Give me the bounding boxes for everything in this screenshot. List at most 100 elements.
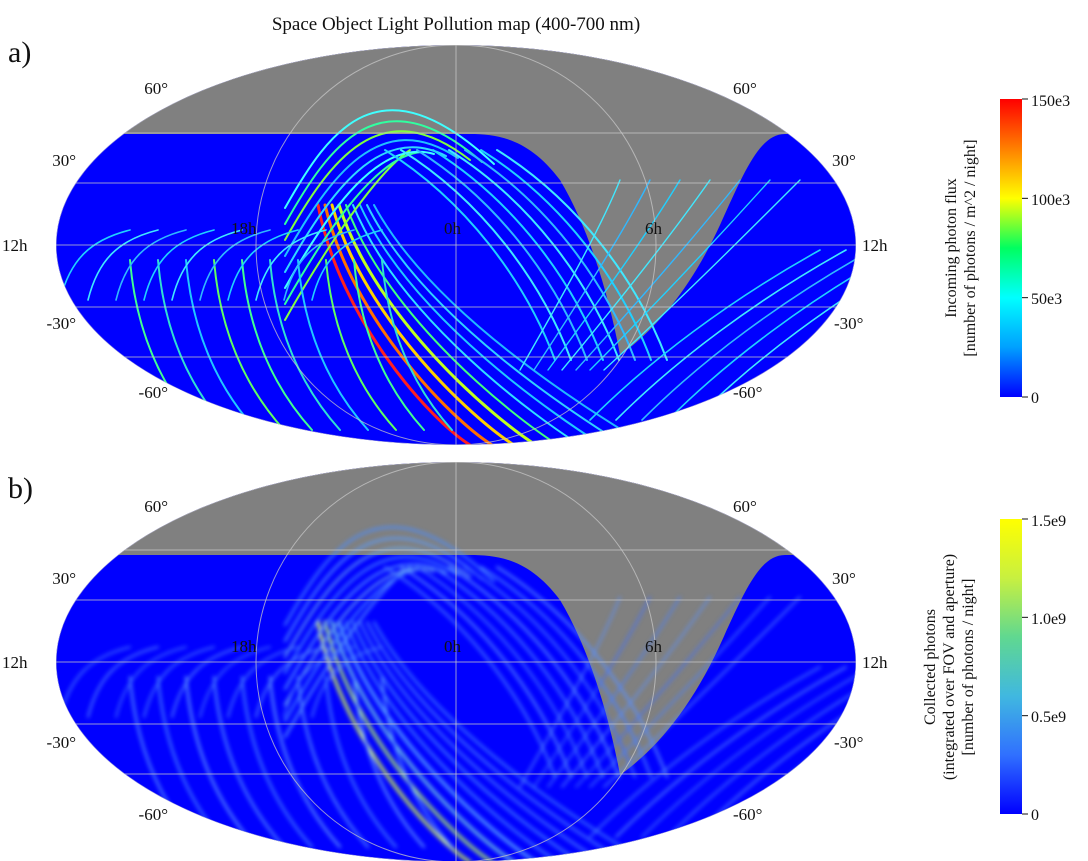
trail-arc	[641, 249, 856, 421]
trail-arc	[316, 620, 472, 861]
trail-arc	[269, 676, 341, 848]
colorbar-tick-label: 1.5e9	[1031, 513, 1066, 530]
trail-arc	[589, 249, 821, 421]
colorbar-b: Collected photons (integrated over FOV a…	[922, 513, 1066, 824]
trail-arc	[384, 149, 556, 361]
lat-label: 60°	[733, 497, 757, 516]
lon-label: 0h	[444, 219, 462, 238]
lat-label: 30°	[832, 569, 856, 588]
lon-label: 12h	[2, 653, 28, 672]
trail-arc	[353, 259, 425, 431]
trail-arc	[241, 259, 313, 431]
panel-b-label: b)	[8, 472, 33, 505]
trail-arc	[381, 259, 453, 431]
trail-arc	[284, 150, 435, 289]
trail-arc	[316, 203, 472, 445]
trail-arc	[496, 566, 668, 778]
trail-arc	[284, 109, 495, 209]
graticule-meridian	[255, 462, 657, 861]
trail-arc	[283, 646, 355, 718]
lon-label: 18h	[231, 637, 257, 656]
trail-arc	[575, 179, 741, 371]
lon-label: 0h	[444, 637, 462, 656]
map-b: 60° 60° 30° 30° -30° -30° -60° -60° 12h …	[2, 462, 888, 861]
trail-arc	[325, 259, 397, 431]
trail-arc	[480, 566, 652, 778]
colorbar-b-bar	[1000, 519, 1022, 814]
lon-label: 12h	[862, 653, 888, 672]
trail-arc	[547, 179, 681, 371]
trail-arc	[480, 149, 652, 361]
trail-arc	[171, 229, 243, 301]
map-a-graticule	[56, 45, 856, 445]
trail-arc	[284, 537, 483, 642]
trail-arc	[284, 151, 423, 305]
trail-arc	[416, 149, 588, 361]
colorbar-tick-label: 1.0e9	[1031, 611, 1066, 628]
trail-arc	[115, 646, 187, 718]
trail-arc	[283, 229, 355, 301]
trail-arc	[589, 596, 771, 788]
colorbar-a-label-line2: [number of photons / m^2 / night]	[962, 139, 979, 356]
trail-arc	[213, 259, 285, 431]
trail-arc	[311, 229, 383, 301]
trail-arc	[337, 203, 538, 445]
trail-arc	[115, 229, 187, 301]
trail-arc	[284, 146, 447, 273]
trail-arc	[359, 621, 603, 861]
trail-arc	[533, 596, 651, 788]
colorbar-tick-label: 50e3	[1031, 291, 1062, 308]
trail-arc	[384, 566, 556, 778]
trail-arc	[667, 249, 856, 421]
trail-arc	[227, 229, 299, 301]
trail-arc	[199, 229, 271, 301]
trail-arc	[325, 676, 397, 848]
panel-a-label: a)	[8, 36, 31, 69]
map-a-masked-region	[56, 45, 856, 355]
trail-arc	[269, 259, 341, 431]
map-b-masked-region	[56, 462, 856, 775]
trail-arc	[381, 676, 453, 848]
trail-arc	[284, 547, 471, 658]
trail-arc	[400, 566, 572, 778]
trail-arc	[199, 646, 271, 718]
trail-arc	[575, 596, 741, 788]
trail-arc	[561, 179, 711, 371]
lon-label: 12h	[2, 236, 28, 255]
trail-arc	[185, 259, 257, 431]
trail-arc	[284, 556, 459, 674]
colorbar-b-ticks	[1022, 518, 1028, 815]
trail-arc	[87, 646, 159, 718]
trail-arc	[589, 666, 821, 838]
map-a-lon-labels: 12h 18h 0h 6h 12h	[2, 219, 888, 255]
lat-label: 60°	[733, 79, 757, 98]
trail-arc	[448, 149, 620, 361]
lon-label: 6h	[645, 219, 663, 238]
trail-arc	[352, 204, 581, 445]
lat-label: -60°	[733, 805, 762, 824]
trail-arc	[519, 179, 621, 371]
trail-arc	[284, 568, 423, 722]
trail-arc	[603, 596, 801, 788]
map-a: 60° 60° 30° 30° -30° -30° -60° -60° 12h …	[2, 45, 888, 445]
map-a-trails	[59, 109, 856, 445]
lat-label: -30°	[834, 314, 863, 333]
lat-label: -30°	[47, 733, 76, 752]
trail-arc	[323, 203, 494, 445]
trail-arc	[432, 149, 604, 361]
trail-arc	[227, 646, 299, 718]
trail-arc	[171, 646, 243, 718]
trail-arc	[284, 526, 495, 626]
lat-label: 60°	[144, 497, 168, 516]
lat-label: 30°	[52, 569, 76, 588]
lat-label: -60°	[139, 383, 168, 402]
colorbar-tick-label: 0.5e9	[1031, 709, 1066, 726]
trail-arc	[353, 676, 425, 848]
trail-arc	[547, 596, 681, 788]
lat-label: -30°	[47, 314, 76, 333]
map-b-lat-labels: 60° 60° 30° 30° -30° -30° -60° -60°	[47, 497, 864, 824]
trail-arc	[143, 646, 215, 718]
colorbar-a-ticks	[1022, 98, 1028, 398]
colorbar-a-label-line1: Incoming photon flux	[943, 178, 960, 318]
